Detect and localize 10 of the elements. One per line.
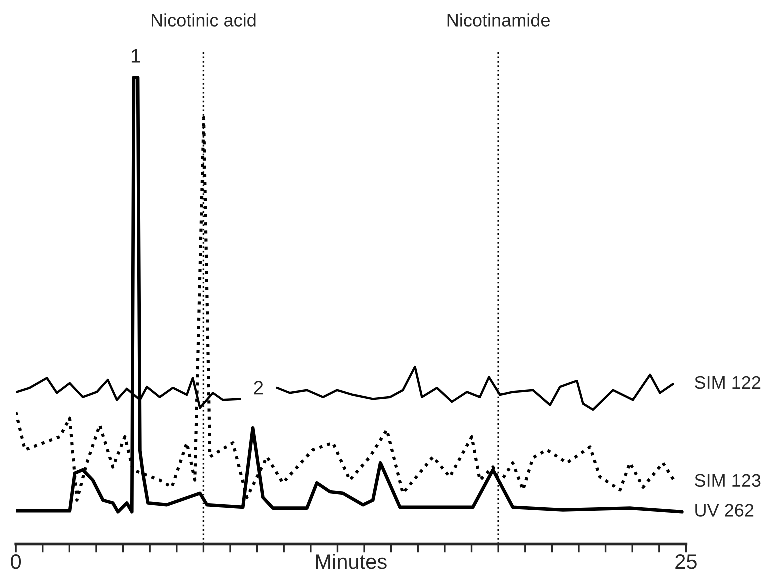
- annotation: 2: [254, 381, 264, 395]
- ref-line-label: Nicotinic acid: [152, 14, 256, 27]
- x-tick-label: 25: [676, 554, 697, 570]
- ref-line-label: Nicotinamide: [448, 14, 550, 27]
- x-axis-title: Minutes: [316, 554, 387, 570]
- series-label: SIM 122: [695, 376, 761, 390]
- series-label: UV 262: [696, 504, 754, 517]
- series-label: SIM 123: [695, 474, 761, 488]
- annotation: 1: [132, 49, 140, 63]
- x-tick-label: 0: [11, 554, 22, 570]
